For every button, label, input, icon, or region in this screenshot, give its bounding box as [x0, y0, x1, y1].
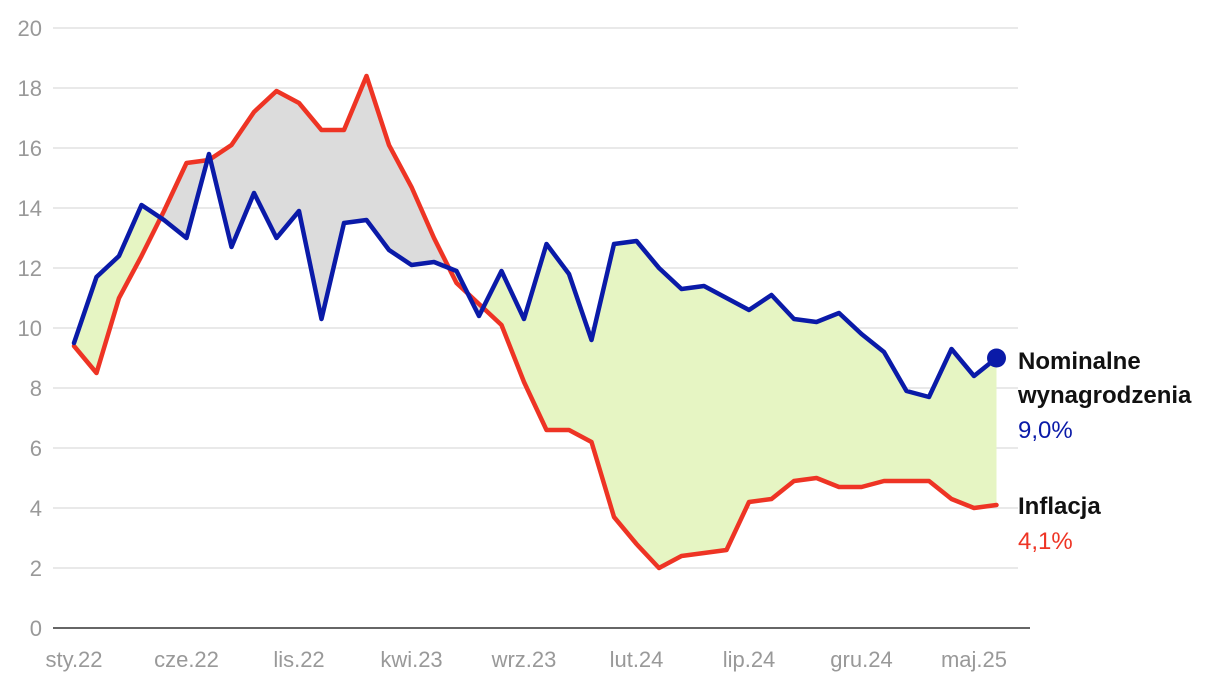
- wages-name-line2: wynagrodzenia: [1017, 382, 1192, 409]
- y-tick-label: 8: [30, 376, 42, 401]
- wages-value-label: 9,0%: [1018, 417, 1073, 444]
- inflation-series-line: [71, 73, 999, 571]
- fill-wages-above-inflation: [483, 241, 997, 568]
- inflation-name: Inflacja: [1018, 493, 1101, 520]
- fill-inflation-above-wages: [210, 76, 449, 319]
- x-tick-label: gru.24: [830, 647, 892, 672]
- wages-end-marker: [987, 348, 1006, 368]
- y-tick-label: 10: [18, 316, 42, 341]
- y-tick-label: 0: [30, 616, 42, 641]
- y-tick-label: 18: [18, 76, 42, 101]
- fill-wages-above-inflation: [74, 205, 161, 373]
- x-tick-label: lip.24: [723, 647, 776, 672]
- inflation-value-label: 4,1%: [1018, 528, 1073, 555]
- x-tick-label: wrz.23: [491, 647, 557, 672]
- series-lines: [71, 73, 1006, 571]
- x-tick-label: cze.22: [154, 647, 219, 672]
- x-tick-label: sty.22: [45, 647, 102, 672]
- wages-name-line1: Nominalne: [1018, 348, 1141, 375]
- x-tick-label: lut.24: [610, 647, 664, 672]
- gap-fill-areas: [74, 76, 997, 568]
- y-tick-label: 6: [30, 436, 42, 461]
- fill-inflation-above-wages: [160, 160, 208, 238]
- wages-series-line: [71, 151, 999, 400]
- x-tick-label: lis.22: [273, 647, 324, 672]
- y-tick-label: 14: [18, 196, 42, 221]
- y-tick-label: 4: [30, 496, 42, 521]
- y-tick-label: 2: [30, 556, 42, 581]
- x-tick-label: maj.25: [941, 647, 1007, 672]
- y-tick-label: 12: [18, 256, 42, 281]
- axes: 0 2 4 6 8 10 12 14 16 18 20 sty.22 cze.22 lis.22 kwi.2…: [18, 16, 1030, 672]
- y-tick-label: 20: [18, 16, 42, 41]
- end-labels: Nominalne wynagrodzenia 9,0% Inflacja 4,…: [1017, 348, 1192, 555]
- y-tick-label: 16: [18, 136, 42, 161]
- x-tick-label: kwi.23: [380, 647, 442, 672]
